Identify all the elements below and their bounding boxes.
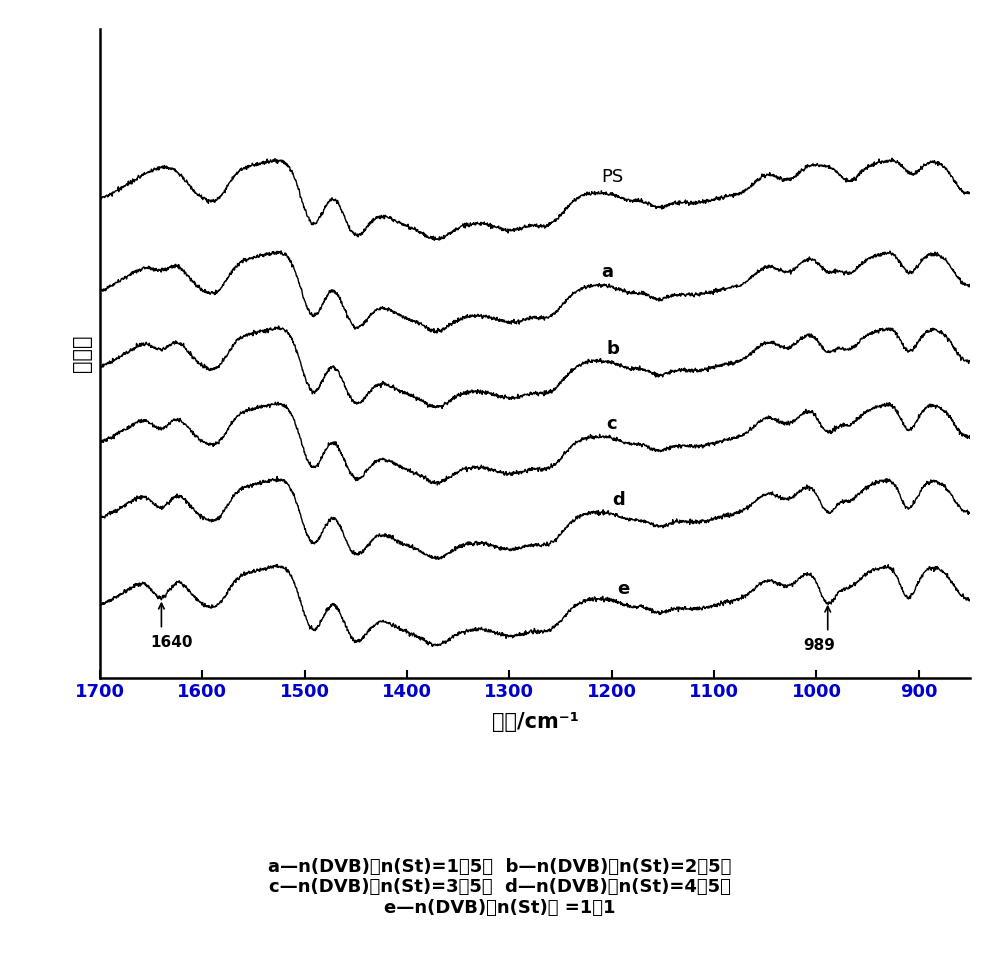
Text: d: d — [612, 491, 625, 510]
Text: b: b — [607, 340, 620, 358]
Text: 1640: 1640 — [150, 635, 193, 650]
Text: e: e — [617, 579, 629, 598]
Y-axis label: 透过率: 透过率 — [72, 335, 92, 372]
X-axis label: 波数/cm⁻¹: 波数/cm⁻¹ — [492, 712, 578, 733]
Text: PS: PS — [602, 169, 624, 186]
Text: 989: 989 — [804, 638, 835, 653]
Text: a: a — [602, 264, 614, 281]
Text: a—n(DVB)：n(St)=1：5；  b—n(DVB)：n(St)=2：5；
c—n(DVB)：n(St)=3：5；  d—n(DVB)：n(St)=4：5: a—n(DVB)：n(St)=1：5； b—n(DVB)：n(St)=2：5； … — [268, 858, 732, 918]
Text: c: c — [607, 416, 617, 433]
